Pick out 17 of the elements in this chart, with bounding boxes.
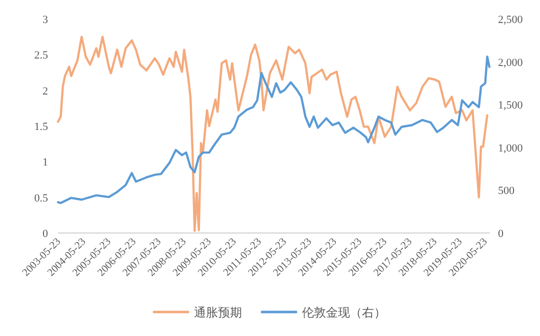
y-tick-label: 1 xyxy=(42,156,48,169)
y-tick-label: 3 xyxy=(42,14,48,26)
y-tick-label: 2.5 xyxy=(34,50,48,62)
legend-label: 伦敦金现（右） xyxy=(302,306,386,320)
y-tick-label: 2 xyxy=(42,85,48,98)
y-tick-label: 0 xyxy=(42,228,48,240)
line-series xyxy=(56,56,490,204)
y-tick-label: 1.5 xyxy=(34,121,48,133)
y2-tick-label: 0 xyxy=(498,228,504,240)
y-tick-label: 0.5 xyxy=(34,192,48,204)
legend-label: 通胀预期 xyxy=(194,306,242,320)
y2-tick-label: 2,500 xyxy=(498,14,524,26)
y2-tick-label: 500 xyxy=(498,185,515,198)
y2-tick-label: 1,000 xyxy=(498,142,524,154)
y2-tick-label: 1,500 xyxy=(498,100,524,112)
line-series xyxy=(56,36,488,232)
y2-tick-label: 2,000 xyxy=(498,56,524,69)
